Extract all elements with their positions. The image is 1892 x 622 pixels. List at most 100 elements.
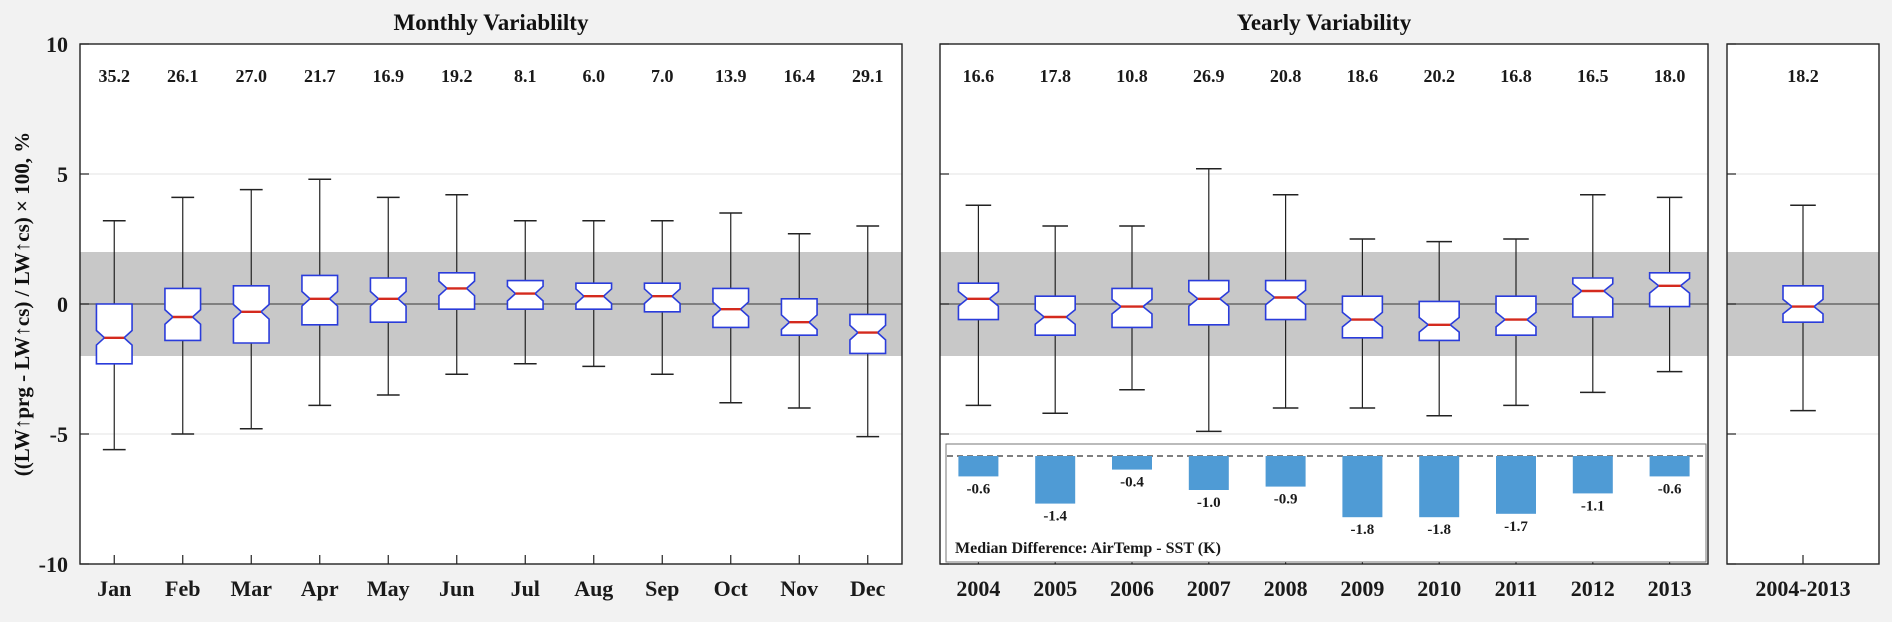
bar-2006: [1112, 456, 1152, 470]
box-Apr: [301, 178, 339, 407]
x-tick-label: Sep: [645, 576, 679, 601]
box-2009: [1341, 238, 1384, 409]
box-body: [1341, 295, 1384, 339]
bar-value-label: -1.7: [1504, 519, 1528, 535]
box-body: [849, 313, 887, 355]
x-tick-label: 2007: [1187, 576, 1231, 601]
bar-value-label: -1.0: [1197, 495, 1221, 511]
box-Mar: [232, 188, 270, 430]
top-value-label: 16.8: [1500, 66, 1532, 86]
x-tick-label: 2011: [1495, 576, 1538, 601]
box-2007: [1188, 168, 1230, 433]
box-body: [232, 285, 270, 344]
box-body: [1264, 279, 1307, 321]
box-Feb: [164, 196, 202, 435]
x-tick-label: 2006: [1110, 576, 1154, 601]
top-value-label: 35.2: [99, 66, 131, 86]
top-value-label: 20.8: [1270, 66, 1302, 86]
box-2006: [1111, 225, 1153, 391]
bar-2013: [1649, 456, 1690, 477]
x-tick-label: Aug: [574, 576, 613, 601]
box-Nov: [780, 233, 818, 409]
top-value-label: 26.1: [167, 66, 199, 86]
combined-2004-2013-chart: 18.2 2004-2013: [1726, 43, 1880, 601]
x-tick-label: Oct: [714, 576, 749, 601]
bar-2012: [1572, 456, 1613, 494]
top-value-label: 17.8: [1039, 66, 1071, 86]
x-tick-label: Apr: [301, 576, 339, 601]
bar-2009: [1342, 456, 1383, 518]
yearly-variability-chart: 16.6 17.8 10.8 26.9 20.8 18.6 20.2 16.8 16.5 18.0…: [939, 43, 1709, 601]
y-tick-label: 10: [46, 32, 68, 57]
combined-boxplot-panel: 18.2 2004-2013: [1726, 43, 1880, 601]
monthly-panel-title: Monthly Variablilty: [393, 10, 589, 35]
top-value-label: 20.2: [1423, 66, 1455, 86]
box-body: [780, 298, 818, 337]
x-tick-label: 2005: [1033, 576, 1077, 601]
box-2012: [1572, 194, 1614, 394]
panel-border: [79, 43, 903, 565]
box-body: [1188, 279, 1230, 326]
x-tick-label: Mar: [230, 576, 272, 601]
box-body: [164, 287, 202, 342]
top-value-label: 16.5: [1577, 66, 1609, 86]
top-value-label: 16.6: [963, 66, 995, 86]
top-value-label: 8.1: [514, 66, 537, 86]
bar-value-label: -0.9: [1274, 492, 1298, 508]
box-body: [438, 272, 476, 311]
box-Dec: [849, 225, 887, 438]
x-tick-label: Jan: [97, 576, 131, 601]
x-tick-label: Feb: [165, 576, 200, 601]
x-tick-label: 2013: [1648, 576, 1692, 601]
x-tick-label: Jun: [439, 576, 474, 601]
bar-value-label: -0.6: [1658, 481, 1682, 497]
bar-2011: [1496, 456, 1536, 514]
box-body: [1034, 295, 1076, 337]
top-value-label: 10.8: [1116, 66, 1148, 86]
median-difference-inset: -0.6 -1.4 -0.4 -1.0 -0.9 -1.8 -1.8 -1.7 -1.1 -0.6…: [945, 443, 1707, 563]
box-Sep: [643, 220, 681, 375]
box-body: [1572, 277, 1614, 318]
box-2004-2013: [1782, 204, 1824, 412]
x-tick-label: 2009: [1340, 576, 1384, 601]
box-2005: [1034, 225, 1076, 414]
yearly-panel-title: Yearly Variability: [1236, 10, 1412, 35]
x-tick-label: Jul: [511, 576, 540, 601]
box-2004: [957, 204, 1000, 407]
box-body: [506, 279, 544, 311]
x-tick-label: May: [367, 576, 410, 601]
monthly-boxplot-panel: 35.2 26.1 27.0 21.7 16.9 19.2 8.1 6.0 7.0 13.9 16.…: [39, 32, 903, 601]
box-2011: [1495, 238, 1537, 407]
box-2010: [1418, 240, 1460, 417]
box-body: [712, 287, 750, 329]
top-value-label: 21.7: [304, 66, 336, 86]
box-body: [1495, 295, 1537, 337]
bar-value-label: -1.8: [1427, 522, 1451, 538]
x-tick-label: 2012: [1571, 576, 1615, 601]
top-value-label: 16.9: [373, 66, 405, 86]
x-tick-label: 2008: [1264, 576, 1308, 601]
box-body: [1648, 272, 1691, 308]
bar-value-label: -0.6: [967, 481, 991, 497]
y-tick-label: 5: [57, 162, 68, 187]
top-value-label: 18.0: [1654, 66, 1686, 86]
x-tick-label: Dec: [850, 576, 886, 601]
top-value-label: 29.1: [852, 66, 884, 86]
yearly-boxplot-panel: 16.6 17.8 10.8 26.9 20.8 18.6 20.2 16.8 16.5 18.0…: [939, 43, 1709, 601]
y-axis-label: ((LW↑prg - LW↑cs) / LW↑cs) × 100, %: [10, 131, 34, 477]
inset-caption: Median Difference: AirTemp - SST (K): [955, 540, 1221, 557]
box-body: [643, 282, 681, 313]
box-Jun: [438, 194, 476, 375]
box-Jan: [95, 220, 133, 451]
y-tick-label: -5: [50, 422, 68, 447]
top-value-label: 7.0: [651, 66, 674, 86]
box-body: [957, 282, 1000, 321]
monthly-variability-chart: 35.2 26.1 27.0 21.7 16.9 19.2 8.1 6.0 7.0 13.9 16.…: [39, 32, 903, 601]
box-body: [1782, 285, 1824, 324]
x-tick-label: Nov: [780, 576, 818, 601]
bar-value-label: -1.8: [1351, 522, 1375, 538]
top-value-label: 6.0: [583, 66, 606, 86]
x-tick-label: 2010: [1417, 576, 1461, 601]
x-tick-label: 2004-2013: [1755, 576, 1850, 601]
